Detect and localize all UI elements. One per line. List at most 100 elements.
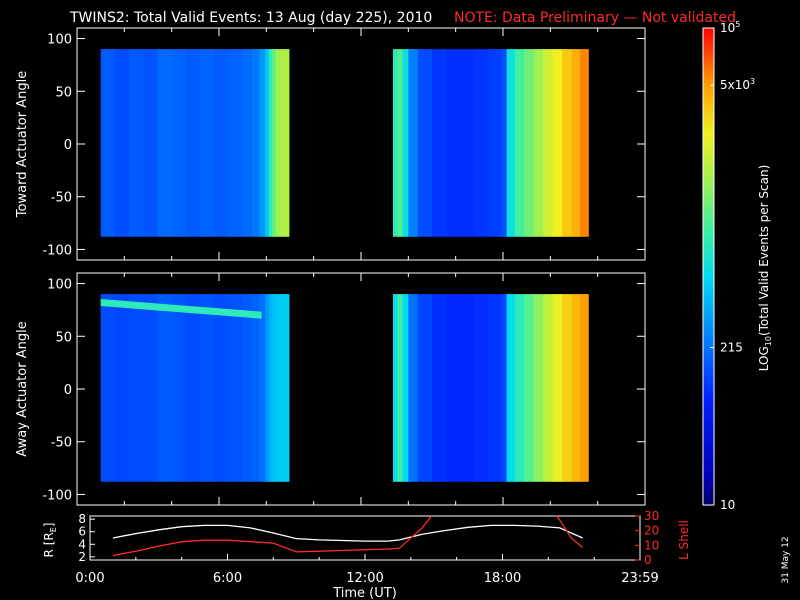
- toward-y-label: Toward Actuator Angle: [15, 71, 30, 218]
- r-tick-label: 6: [78, 525, 86, 539]
- x-tick-label: 18:00: [484, 571, 521, 586]
- away-cell: [460, 294, 476, 482]
- lshell-line: [112, 516, 433, 557]
- toward-cell: [514, 49, 525, 237]
- r-tick-label: 4: [78, 537, 86, 551]
- date-stamp: 31 May 12: [781, 536, 791, 583]
- colorbar-tick-label: 5x103: [720, 77, 755, 92]
- away-cell: [171, 294, 187, 482]
- away-cell: [242, 294, 253, 482]
- toward-cell: [432, 49, 447, 237]
- r-axis-label: R [RE]: [42, 523, 58, 558]
- lshell-tick-label: 10: [644, 538, 659, 552]
- toward-cell: [579, 49, 589, 237]
- away-band: [100, 299, 262, 319]
- toward-cell: [252, 49, 260, 237]
- toward-cell: [524, 49, 535, 237]
- toward-cell: [506, 49, 516, 237]
- toward-cell: [200, 49, 215, 237]
- lshell-tick-label: 0: [644, 553, 652, 567]
- toward-cell: [214, 49, 230, 237]
- away-cell: [446, 294, 461, 482]
- away-cell: [259, 294, 266, 482]
- away-cell: [506, 294, 516, 482]
- toward-cell: [185, 49, 201, 237]
- away-cell: [543, 294, 554, 482]
- x-tick-label: 6:00: [213, 571, 242, 586]
- away-cell: [114, 294, 130, 482]
- toward-panel: 100 50 0 -50 -100 Toward Actuator Angle: [15, 27, 646, 261]
- away-cell: [417, 294, 433, 482]
- away-cell: [185, 294, 201, 482]
- colorbar-tick-label: 215: [720, 341, 743, 355]
- x-tick-label: 0:00: [75, 571, 104, 586]
- x-tick-label: 12:00: [346, 571, 383, 586]
- toward-cell: [543, 49, 554, 237]
- away-cell: [533, 294, 544, 482]
- lshell-line: [556, 516, 584, 548]
- r-tick-label: 8: [78, 512, 86, 526]
- away-cell: [272, 294, 277, 482]
- toward-heatmap: [100, 49, 589, 237]
- away-cell: [432, 294, 447, 482]
- away-cell: [579, 294, 589, 482]
- toward-cell: [228, 49, 244, 237]
- toward-cell: [562, 49, 573, 237]
- away-cell: [143, 294, 159, 482]
- toward-cell: [552, 49, 563, 237]
- toward-tick-label: 100: [47, 33, 72, 48]
- away-y-axis: 100 50 0 -50 -100: [42, 273, 646, 505]
- toward-cell: [157, 49, 173, 237]
- away-tick-label: 100: [47, 278, 72, 293]
- toward-cell: [100, 49, 116, 237]
- toward-cell: [397, 49, 404, 237]
- toward-cell: [460, 49, 476, 237]
- away-cell: [514, 294, 525, 482]
- away-cell: [100, 294, 116, 482]
- away-cell: [252, 294, 260, 482]
- away-cell: [268, 294, 273, 482]
- toward-cell: [114, 49, 130, 237]
- away-cell: [571, 294, 581, 482]
- toward-cell: [417, 49, 433, 237]
- away-cell: [500, 294, 508, 482]
- x-tick-label: 23:59: [621, 571, 658, 586]
- away-cell: [200, 294, 215, 482]
- toward-cell: [474, 49, 490, 237]
- away-tick-label: 0: [64, 383, 72, 398]
- colorbar-label: LOG10(Total Valid Events per Scan): [757, 165, 773, 372]
- away-cell: [488, 294, 502, 482]
- away-cell: [280, 294, 290, 482]
- toward-cell: [408, 49, 419, 237]
- orbit-frame: [89, 515, 641, 561]
- away-cell: [265, 294, 270, 482]
- away-tick-label: -50: [51, 436, 72, 451]
- toward-cell: [272, 49, 277, 237]
- toward-cell: [129, 49, 144, 237]
- toward-cell: [392, 49, 399, 237]
- away-cell: [214, 294, 230, 482]
- toward-cell: [280, 49, 290, 237]
- away-cell: [392, 294, 399, 482]
- lshell-axis-label: L Shell: [677, 520, 691, 560]
- toward-y-axis: 100 50 0 -50 -100: [42, 28, 646, 260]
- toward-cell: [500, 49, 508, 237]
- away-cell: [408, 294, 419, 482]
- colorbar: 105 5x103 215 10 LOG10(Total Valid Events p…: [702, 20, 773, 512]
- toward-cell: [259, 49, 266, 237]
- away-tick-label: 50: [55, 330, 72, 345]
- toward-tick-label: 0: [64, 138, 72, 153]
- colorbar-tick-label: 10: [720, 498, 735, 512]
- toward-tick-label: 50: [55, 85, 72, 100]
- away-cell: [129, 294, 144, 482]
- toward-cell: [268, 49, 273, 237]
- chart-title: TWINS2: Total Valid Events: 13 Aug (day …: [69, 10, 432, 26]
- r-line: [112, 524, 583, 542]
- colorbar-gradient: [702, 27, 715, 506]
- away-cell: [474, 294, 490, 482]
- away-cell: [402, 294, 409, 482]
- away-y-label: Away Actuator Angle: [15, 321, 30, 456]
- toward-cell: [571, 49, 581, 237]
